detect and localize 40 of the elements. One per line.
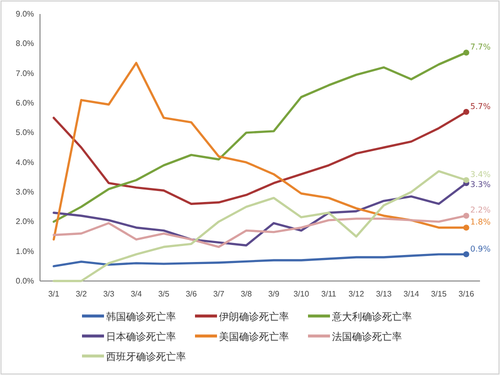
legend-label: 伊朗确诊死亡率: [219, 311, 289, 323]
x-tick-label: 3/3: [103, 290, 115, 299]
y-tick-label: 9.0%: [16, 10, 34, 19]
legend-label: 西班牙确诊死亡率: [106, 351, 186, 363]
y-tick-label: 6.0%: [16, 98, 34, 108]
x-tick-label: 3/6: [186, 290, 198, 299]
data-label: 1.8%: [470, 218, 491, 227]
x-tick-label: 3/9: [268, 290, 280, 299]
x-tick-label: 3/2: [76, 290, 88, 299]
x-tick-label: 3/8: [240, 290, 252, 299]
legend-label: 意大利确诊死亡率: [331, 311, 412, 323]
x-tick-label: 3/10: [293, 290, 310, 299]
y-tick-label: 5.0%: [16, 128, 34, 138]
y-tick-label: 3.0%: [16, 188, 34, 197]
x-tick-label: 3/4: [130, 290, 142, 299]
data-label: 2.2%: [470, 206, 491, 215]
x-tick-label: 3/15: [430, 290, 448, 299]
y-tick-label: 1.0%: [16, 246, 34, 256]
x-tick-label: 3/7: [213, 290, 225, 299]
y-tick-label: 0.0%: [16, 276, 34, 286]
x-tick-label: 3/5: [158, 290, 170, 299]
y-tick-label: 8.0%: [16, 39, 34, 48]
x-tick-label: 3/16: [458, 290, 475, 299]
legend-label: 韩国确诊死亡率: [106, 311, 176, 323]
x-tick-label: 3/13: [376, 290, 392, 299]
x-tick-label: 3/11: [321, 290, 337, 299]
data-label: 7.7%: [470, 42, 491, 52]
y-tick-label: 2.0%: [16, 217, 34, 226]
x-tick-label: 3/14: [403, 290, 420, 299]
legend-label: 日本确诊死亡率: [106, 331, 176, 343]
data-label: 5.7%: [470, 102, 491, 111]
y-tick-label: 4.0%: [16, 158, 34, 167]
data-label: 3.4%: [470, 170, 491, 180]
legend-label: 美国确诊死亡率: [219, 331, 289, 343]
data-label: 3.3%: [470, 180, 491, 190]
y-tick-label: 7.0%: [16, 68, 34, 78]
x-tick-label: 3/1: [48, 290, 60, 299]
data-label: 0.9%: [470, 244, 491, 254]
legend-label: 法国确诊死亡率: [332, 331, 402, 343]
x-tick-label: 3/12: [348, 290, 365, 299]
